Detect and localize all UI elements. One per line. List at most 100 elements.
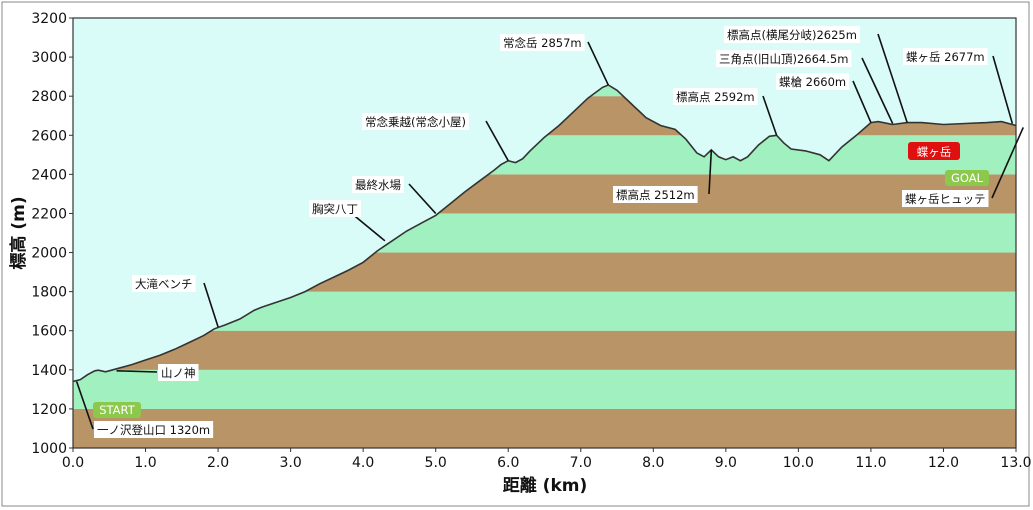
annotation: 蝶槍 2660m: [776, 73, 872, 123]
sky-mask: [73, 18, 1016, 382]
annotation-label: 標高点 2592m: [676, 90, 755, 104]
sky-area: [73, 18, 1016, 382]
x-tick-label: 10.0: [783, 455, 814, 471]
y-tick-label: 2000: [31, 246, 67, 262]
y-tick-label: 2400: [31, 167, 67, 183]
badges: START GOAL 蝶ヶ岳: [93, 142, 989, 418]
axis-ticks: 0.0 1.0 2.0 3.0 4.0 5.0 6.0 7.0 8.0 9.0 10.0 11.0 12…: [31, 11, 1031, 471]
annotation-label: 蝶ヶ岳 2677m: [906, 50, 985, 64]
annotation: 一ノ沢登山口 1320m: [75, 381, 214, 438]
annotation: 蝶ヶ岳 2677m: [903, 48, 1014, 124]
badge: START: [93, 402, 141, 418]
annotation: 大滝ベンチ: [132, 275, 219, 328]
annotations: 一ノ沢登山口 1320m 山ノ神 大滝ベンチ 胸突八丁 最終水場 常念乗越(常念小屋) 常念…: [75, 26, 1024, 438]
x-tick-label: 3.0: [279, 455, 301, 471]
annotation-box: [724, 26, 860, 43]
annotation-label: 標高点(横尾分岐)2625m: [727, 28, 857, 42]
plot-border: [72, 17, 1017, 449]
annotation-box: [776, 73, 850, 90]
annotation: 胸突八丁: [309, 200, 386, 242]
elevation-band: [73, 369, 1016, 409]
annotation-leader: [991, 127, 1024, 199]
x-tick-label: 1.0: [134, 455, 156, 471]
badge: GOAL: [945, 170, 989, 186]
x-tick-label: 0.0: [62, 455, 84, 471]
annotation-box: [132, 275, 196, 292]
annotation: 標高点(横尾分岐)2625m: [724, 26, 908, 123]
annotation: 山ノ神: [116, 364, 199, 381]
y-tick-label: 1400: [31, 363, 67, 379]
annotation: 標高点 2592m: [673, 88, 778, 136]
annotation-box: [673, 88, 758, 105]
y-tick-label: 1000: [31, 441, 67, 457]
annotation-leader: [877, 33, 908, 123]
x-tick-label: 13.0: [1000, 455, 1031, 471]
y-tick-label: 2200: [31, 206, 67, 222]
annotation-label: 最終水場: [355, 178, 401, 192]
annotation-box: [94, 421, 214, 438]
annotation-box: [309, 200, 361, 217]
annotation-label: 胸突八丁: [312, 202, 358, 216]
badge: 蝶ヶ岳: [908, 142, 960, 160]
y-axis-title: 標高 (m): [8, 196, 29, 269]
annotation-box: [716, 50, 852, 67]
y-tick-label: 2800: [31, 89, 67, 105]
elevation-band: [73, 408, 1016, 448]
x-tick-label: 2.0: [207, 455, 229, 471]
badge-background: [945, 170, 989, 186]
annotation-label: 標高点 2512m: [616, 188, 695, 202]
annotation-leader: [992, 55, 1014, 124]
annotation-box: [902, 190, 989, 207]
annotation-box: [362, 113, 469, 130]
x-tick-label: 8.0: [642, 455, 664, 471]
annotation-box: [352, 176, 404, 193]
annotation-box: [903, 48, 988, 65]
badge-label: 蝶ヶ岳: [917, 145, 952, 159]
annotation: 三角点(旧山頂)2664.5m: [716, 50, 894, 124]
y-tick-label: 1800: [31, 285, 67, 301]
annotation-leader: [708, 149, 713, 195]
annotation-label: 蝶ヶ岳ヒュッテ: [905, 192, 986, 206]
annotation-leader: [485, 120, 509, 162]
x-tick-label: 5.0: [425, 455, 447, 471]
annotation-label: 蝶槍 2660m: [779, 75, 846, 89]
annotation-label: 山ノ神: [161, 366, 196, 380]
x-tick-label: 7.0: [570, 455, 592, 471]
annotation-leader: [75, 381, 94, 430]
annotation-box: [613, 186, 698, 203]
x-tick-label: 9.0: [715, 455, 737, 471]
annotation-leader: [587, 41, 610, 86]
annotation-leader: [762, 95, 778, 136]
annotation: 標高点 2512m: [613, 149, 713, 203]
annotation-leader: [861, 57, 894, 124]
annotation-label: 三角点(旧山頂)2664.5m: [719, 52, 848, 66]
annotation-label: 常念岳 2857m: [503, 36, 582, 50]
annotation: 常念岳 2857m: [500, 34, 610, 86]
profile-line: [73, 84, 1016, 383]
annotation-label: 一ノ沢登山口 1320m: [97, 423, 210, 437]
annotation-label: 大滝ベンチ: [135, 277, 193, 291]
elevation-band: [73, 330, 1016, 370]
annotation: 蝶ヶ岳ヒュッテ: [902, 127, 1024, 207]
badge-label: GOAL: [951, 171, 984, 185]
x-axis-title: 距離 (km): [503, 475, 587, 496]
y-tick-label: 3200: [31, 11, 67, 27]
annotation-box: [158, 364, 199, 381]
badge-label: START: [99, 403, 135, 417]
y-tick-label: 3000: [31, 50, 67, 66]
annotation-label: 常念乗越(常念小屋): [365, 115, 466, 129]
x-tick-label: 11.0: [855, 455, 886, 471]
annotation-box: [500, 34, 585, 51]
annotation-leader: [203, 282, 219, 328]
x-tick-label: 4.0: [352, 455, 374, 471]
annotation: 常念乗越(常念小屋): [362, 113, 509, 162]
annotation-leader: [408, 183, 437, 214]
annotation: 最終水場: [352, 176, 437, 214]
y-tick-label: 1600: [31, 324, 67, 340]
x-tick-label: 6.0: [497, 455, 519, 471]
annotation-leader: [116, 369, 158, 373]
badge-background: [93, 402, 141, 418]
badge-background: [908, 142, 960, 160]
x-tick-label: 12.0: [928, 455, 959, 471]
